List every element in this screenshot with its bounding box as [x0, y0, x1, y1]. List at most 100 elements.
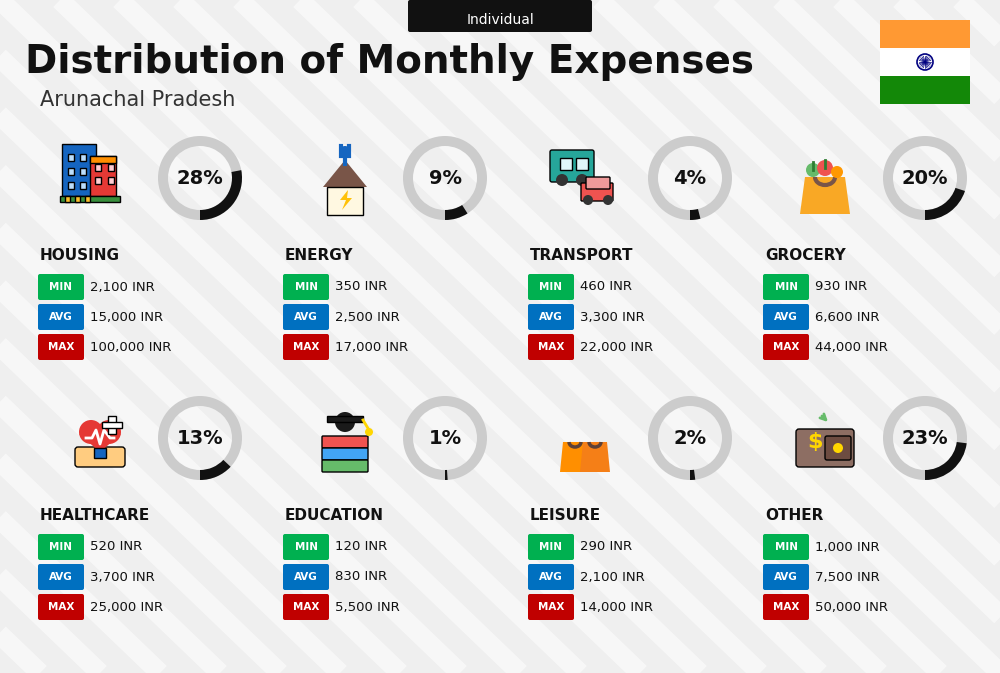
FancyBboxPatch shape	[90, 156, 116, 196]
Text: Distribution of Monthly Expenses: Distribution of Monthly Expenses	[25, 43, 754, 81]
Text: 14,000 INR: 14,000 INR	[580, 600, 653, 614]
FancyBboxPatch shape	[560, 158, 572, 170]
Text: GROCERY: GROCERY	[765, 248, 846, 263]
Wedge shape	[883, 396, 967, 480]
Wedge shape	[883, 136, 967, 220]
Wedge shape	[648, 136, 732, 220]
Text: AVG: AVG	[294, 572, 318, 582]
Text: 17,000 INR: 17,000 INR	[335, 341, 408, 353]
Text: 23%: 23%	[902, 429, 948, 448]
Circle shape	[365, 428, 373, 436]
Polygon shape	[800, 177, 850, 214]
FancyBboxPatch shape	[327, 187, 363, 215]
Wedge shape	[200, 170, 242, 220]
Text: 25,000 INR: 25,000 INR	[90, 600, 163, 614]
FancyBboxPatch shape	[327, 416, 363, 422]
Text: Individual: Individual	[466, 13, 534, 27]
Circle shape	[831, 166, 843, 178]
FancyBboxPatch shape	[763, 334, 809, 360]
Wedge shape	[403, 136, 487, 220]
Text: TRANSPORT: TRANSPORT	[530, 248, 634, 263]
Text: 1,000 INR: 1,000 INR	[815, 540, 880, 553]
Text: 120 INR: 120 INR	[335, 540, 387, 553]
FancyBboxPatch shape	[38, 564, 84, 590]
Polygon shape	[580, 442, 610, 472]
Text: 2,500 INR: 2,500 INR	[335, 310, 400, 324]
Text: AVG: AVG	[49, 572, 73, 582]
Text: MIN: MIN	[540, 282, 562, 292]
Text: MAX: MAX	[773, 602, 799, 612]
Circle shape	[806, 163, 820, 177]
FancyBboxPatch shape	[763, 594, 809, 620]
Text: 930 INR: 930 INR	[815, 281, 867, 293]
Text: 2%: 2%	[673, 429, 707, 448]
Circle shape	[79, 420, 103, 444]
FancyBboxPatch shape	[80, 182, 86, 189]
FancyBboxPatch shape	[283, 304, 329, 330]
FancyBboxPatch shape	[283, 534, 329, 560]
Text: MAX: MAX	[538, 342, 564, 352]
Text: 100,000 INR: 100,000 INR	[90, 341, 171, 353]
Circle shape	[335, 412, 355, 432]
FancyBboxPatch shape	[68, 182, 74, 189]
FancyBboxPatch shape	[283, 334, 329, 360]
FancyBboxPatch shape	[38, 304, 84, 330]
Text: MAX: MAX	[293, 342, 319, 352]
Wedge shape	[925, 442, 967, 480]
Wedge shape	[445, 205, 468, 220]
Text: MIN: MIN	[50, 542, 72, 552]
Text: 3,700 INR: 3,700 INR	[90, 571, 155, 583]
Text: 22,000 INR: 22,000 INR	[580, 341, 653, 353]
Text: 3,300 INR: 3,300 INR	[580, 310, 645, 324]
Text: 44,000 INR: 44,000 INR	[815, 341, 888, 353]
Polygon shape	[560, 442, 590, 472]
Text: MAX: MAX	[538, 602, 564, 612]
Text: AVG: AVG	[539, 312, 563, 322]
FancyBboxPatch shape	[94, 448, 106, 458]
Text: EDUCATION: EDUCATION	[285, 508, 384, 523]
FancyBboxPatch shape	[528, 594, 574, 620]
FancyBboxPatch shape	[95, 177, 101, 184]
FancyBboxPatch shape	[528, 564, 574, 590]
Wedge shape	[648, 396, 732, 480]
FancyBboxPatch shape	[80, 154, 86, 161]
Circle shape	[583, 195, 593, 205]
FancyBboxPatch shape	[62, 144, 96, 196]
Text: 460 INR: 460 INR	[580, 281, 632, 293]
FancyBboxPatch shape	[108, 416, 116, 434]
FancyBboxPatch shape	[38, 534, 84, 560]
Circle shape	[603, 195, 613, 205]
Text: MIN: MIN	[774, 542, 798, 552]
FancyBboxPatch shape	[68, 154, 74, 161]
FancyBboxPatch shape	[68, 168, 74, 175]
FancyBboxPatch shape	[576, 158, 588, 170]
Text: 5,500 INR: 5,500 INR	[335, 600, 400, 614]
Text: AVG: AVG	[49, 312, 73, 322]
FancyBboxPatch shape	[80, 168, 86, 175]
FancyBboxPatch shape	[60, 196, 120, 202]
Text: 2,100 INR: 2,100 INR	[90, 281, 155, 293]
FancyBboxPatch shape	[283, 274, 329, 300]
Text: 28%: 28%	[177, 168, 223, 188]
Text: MAX: MAX	[48, 342, 74, 352]
Text: HEALTHCARE: HEALTHCARE	[40, 508, 150, 523]
Text: MAX: MAX	[293, 602, 319, 612]
FancyBboxPatch shape	[90, 156, 116, 163]
Text: AVG: AVG	[539, 572, 563, 582]
Text: $: $	[807, 432, 823, 452]
Wedge shape	[445, 470, 448, 480]
FancyBboxPatch shape	[880, 20, 970, 48]
FancyBboxPatch shape	[550, 150, 594, 182]
Text: 15,000 INR: 15,000 INR	[90, 310, 163, 324]
Text: 290 INR: 290 INR	[580, 540, 632, 553]
Circle shape	[97, 420, 121, 444]
Wedge shape	[690, 470, 695, 480]
FancyBboxPatch shape	[322, 460, 368, 472]
Wedge shape	[403, 396, 487, 480]
FancyBboxPatch shape	[763, 564, 809, 590]
FancyBboxPatch shape	[825, 436, 851, 460]
Text: 7,500 INR: 7,500 INR	[815, 571, 880, 583]
Polygon shape	[79, 434, 121, 452]
FancyBboxPatch shape	[880, 48, 970, 76]
Text: MIN: MIN	[50, 282, 72, 292]
